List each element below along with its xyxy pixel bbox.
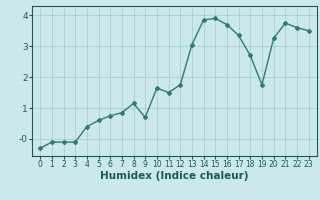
X-axis label: Humidex (Indice chaleur): Humidex (Indice chaleur)	[100, 171, 249, 181]
